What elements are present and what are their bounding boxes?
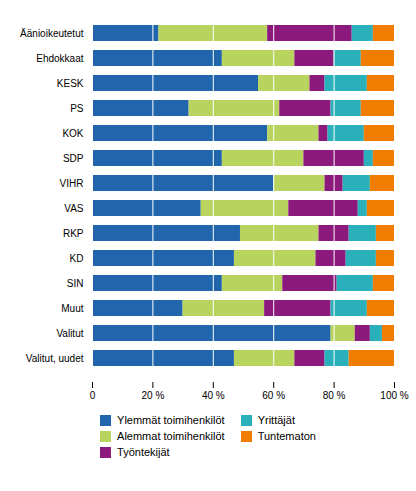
svg-text:KD: KD (70, 253, 84, 264)
html-text:Tuntematon: Tuntematon (257, 430, 316, 442)
svg-text:SDP: SDP (63, 153, 84, 164)
html-text:Alemmat toimihenkilöt: Alemmat toimihenkilöt (117, 430, 225, 442)
html-text:Työntekijät: Työntekijät (117, 446, 170, 458)
html-text:Ylemmät toimihenkilöt: Ylemmät toimihenkilöt (117, 414, 225, 426)
svg-text:0: 0 (90, 390, 96, 401)
svg-text:Valitut: Valitut (56, 328, 83, 339)
svg-text:100 %: 100 % (380, 390, 408, 401)
svg-text:Valitut, uudet: Valitut, uudet (26, 353, 84, 364)
html-text:Yrittäjät: Yrittäjät (257, 414, 295, 426)
svg-text:Ehdokkaat: Ehdokkaat (36, 53, 83, 64)
svg-text:20 %: 20 % (142, 390, 165, 401)
svg-text:Äänioikeutetut: Äänioikeutetut (20, 28, 84, 39)
svg-text:SIN: SIN (67, 278, 84, 289)
svg-text:RKP: RKP (63, 228, 84, 239)
svg-text:80 %: 80 % (323, 390, 346, 401)
svg-text:40 %: 40 % (202, 390, 225, 401)
svg-text:KESK: KESK (57, 78, 84, 89)
svg-text:VAS: VAS (64, 203, 84, 214)
svg-text:KOK: KOK (62, 128, 83, 139)
svg-text:60 %: 60 % (262, 390, 285, 401)
svg-text:VIHR: VIHR (60, 178, 84, 189)
svg-text:Muut: Muut (61, 303, 83, 314)
svg-text:PS: PS (70, 103, 84, 114)
